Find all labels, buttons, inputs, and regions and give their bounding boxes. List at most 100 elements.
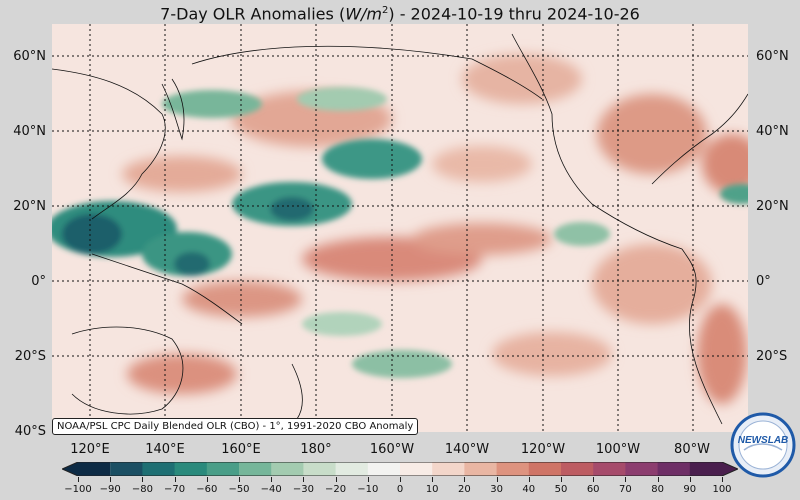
colorbar-cell [625, 462, 659, 476]
colorbar-cell [400, 462, 433, 476]
lat-label-right: 20°S [756, 349, 788, 364]
wet-region-south [302, 312, 382, 336]
lon-label: 160°W [369, 442, 415, 457]
lat-label-left: 40°S [14, 424, 46, 439]
colorbar-tick-mark [367, 477, 369, 482]
colorbar-cell [657, 462, 691, 476]
colorbar-tick-label: −30 [292, 484, 314, 495]
colorbar-cell [561, 462, 594, 476]
lat-label-left: 20°S [14, 349, 46, 364]
colorbar-cell [110, 462, 143, 476]
colorbar-tick-mark [722, 477, 723, 482]
colorbar-tick-label: 40 [522, 484, 536, 495]
lat-label-left: 20°N [13, 199, 46, 214]
colorbar-tick-label: −20 [325, 484, 347, 495]
colorbar-tick-mark [432, 477, 434, 482]
wet-region-north-west [162, 90, 262, 118]
coastline-new-zealand [291, 363, 303, 420]
colorbar-tick-mark [206, 477, 208, 482]
colorbar-cell [432, 462, 465, 476]
colorbar-tick-label: −70 [164, 484, 186, 495]
data-credit-box: NOAA/PSL CPC Daily Blended OLR (CBO) - 1… [52, 418, 419, 435]
lat-label-right: 20°N [756, 199, 789, 214]
colorbar-tick-mark [528, 477, 530, 482]
colorbar-tick-mark [593, 477, 595, 482]
coastline-indonesia [91, 253, 243, 325]
dry-region-east-china-sea [122, 156, 242, 192]
colorbar-tick-label: −90 [99, 484, 121, 495]
lat-label-left: 0° [31, 274, 46, 289]
colorbar-tick-label: 50 [554, 484, 568, 495]
colorbar-tick-mark [625, 477, 627, 482]
wet-region-itcz [554, 222, 610, 246]
lat-label-right: 0° [756, 274, 771, 289]
colorbar-tick-label: 20 [458, 484, 471, 495]
map-title: 7-Day OLR Anomalies (W/m2) - 2024-10-19 … [0, 0, 800, 24]
lon-label: 160°E [221, 442, 261, 457]
wet-region-subtropical [322, 139, 422, 179]
lon-label: 120°W [520, 442, 566, 457]
colorbar-cell [496, 462, 530, 476]
wet-region-spcz [352, 350, 452, 378]
lon-label: 120°E [70, 442, 110, 457]
coastline-japan [161, 78, 185, 141]
colorbar-tick-mark [657, 477, 659, 482]
colorbar-cell [303, 462, 337, 476]
lat-label-left: 60°N [13, 49, 46, 64]
colorbar-cell [239, 462, 272, 476]
coastlines [52, 33, 748, 425]
colorbar-tick-label: 10 [425, 484, 439, 495]
colorbar-tick-label: −80 [131, 484, 153, 495]
colorbar-tick-label: −40 [260, 484, 282, 495]
coastline-bering [191, 45, 543, 100]
lon-label: 140°W [444, 442, 490, 457]
dry-region-south-america [697, 304, 747, 404]
lat-label-right: 40°N [756, 124, 789, 139]
lon-label: 140°E [145, 442, 185, 457]
colorbar-cell [335, 462, 369, 476]
colorbar-tick-mark [335, 477, 337, 482]
colorbar-tick-label: −50 [228, 484, 250, 495]
colorbar-cell [464, 462, 498, 476]
dry-region-gulf-alaska [462, 54, 582, 104]
colorbar-tick-mark [464, 477, 466, 482]
colorbar-tick-mark [496, 477, 498, 482]
dry-region-atlantic [702, 134, 748, 194]
dry-region-australia [127, 354, 237, 394]
logo-wave [743, 443, 783, 451]
title-suffix: ) - 2024-10-19 thru 2024-10-26 [388, 4, 640, 24]
colorbar-tick-label: −10 [357, 484, 379, 495]
colorbar-tick-mark [239, 477, 240, 482]
colorbar-cell [271, 462, 304, 476]
lat-label-left: 40°N [13, 124, 46, 139]
colorbar-tick-mark [561, 477, 562, 482]
anomaly-map [52, 24, 748, 432]
logo-wordmark: NEWSLAB [738, 435, 789, 446]
colorbar-tick-label: 70 [619, 484, 632, 495]
wet-region-north [297, 87, 387, 111]
newslab-logo: NEWSLAB [730, 412, 796, 478]
colorbar-cell [174, 462, 208, 476]
colorbar-cell [593, 462, 626, 476]
lat-label-right: 60°N [756, 49, 789, 64]
lon-label: 80°W [674, 442, 710, 457]
dry-region-south-pacific [492, 332, 612, 376]
wet-region-caribbean [720, 184, 748, 204]
wet-core-tropical-pacific [270, 197, 314, 221]
colorbar-tick-mark [400, 477, 401, 482]
title-unit: W/m [345, 4, 382, 24]
lon-label: 100°W [595, 442, 641, 457]
colorbar-tick-mark [303, 477, 305, 482]
colorbar-cells [62, 462, 738, 476]
coastline-australia [71, 326, 184, 415]
colorbar-tick-mark [110, 477, 112, 482]
colorbar-tick-label: 80 [651, 484, 664, 495]
title-prefix: 7-Day OLR Anomalies ( [160, 4, 346, 24]
colorbar-tick-label: 0 [396, 484, 404, 495]
lon-label: 180° [300, 442, 332, 457]
colorbar-cell [367, 462, 401, 476]
colorbar-cell [689, 462, 738, 476]
title-unit-exponent: 2 [381, 5, 389, 16]
colorbar-tick-label: 90 [683, 484, 697, 495]
map-canvas [52, 24, 748, 432]
